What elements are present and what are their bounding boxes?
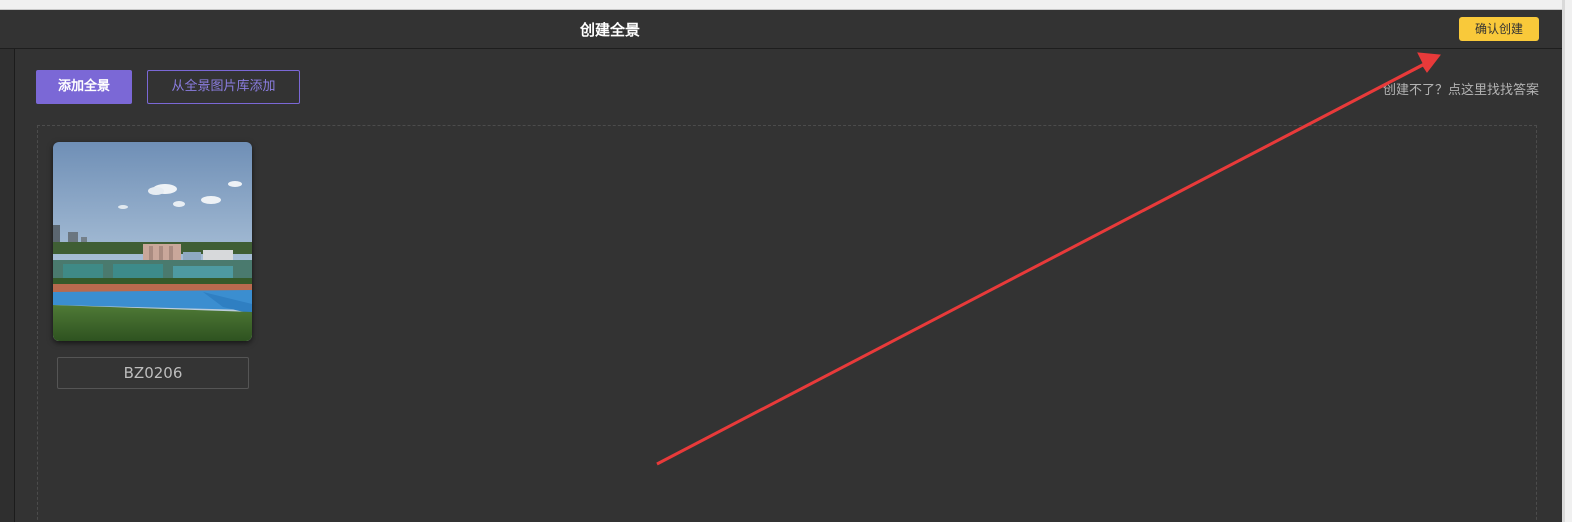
panorama-thumbnail[interactable] bbox=[53, 142, 252, 341]
confirm-create-button[interactable]: 确认创建 bbox=[1459, 17, 1539, 41]
header-bar: 创建全景 确认创建 bbox=[0, 10, 1562, 49]
add-panorama-button[interactable]: 添加全景 bbox=[36, 70, 132, 104]
browser-top-strip bbox=[0, 0, 1562, 10]
panorama-image bbox=[53, 142, 252, 341]
panorama-name-field[interactable]: BZ0206 bbox=[57, 357, 249, 389]
add-from-library-button[interactable]: 从全景图片库添加 bbox=[147, 70, 300, 104]
window-right-edge bbox=[1562, 0, 1572, 522]
help-link[interactable]: 创建不了？点这里找找答案 bbox=[1382, 83, 1539, 98]
page-title: 创建全景 bbox=[579, 21, 640, 39]
panorama-drop-zone[interactable] bbox=[37, 125, 1537, 522]
left-sidebar-rail bbox=[0, 49, 15, 522]
